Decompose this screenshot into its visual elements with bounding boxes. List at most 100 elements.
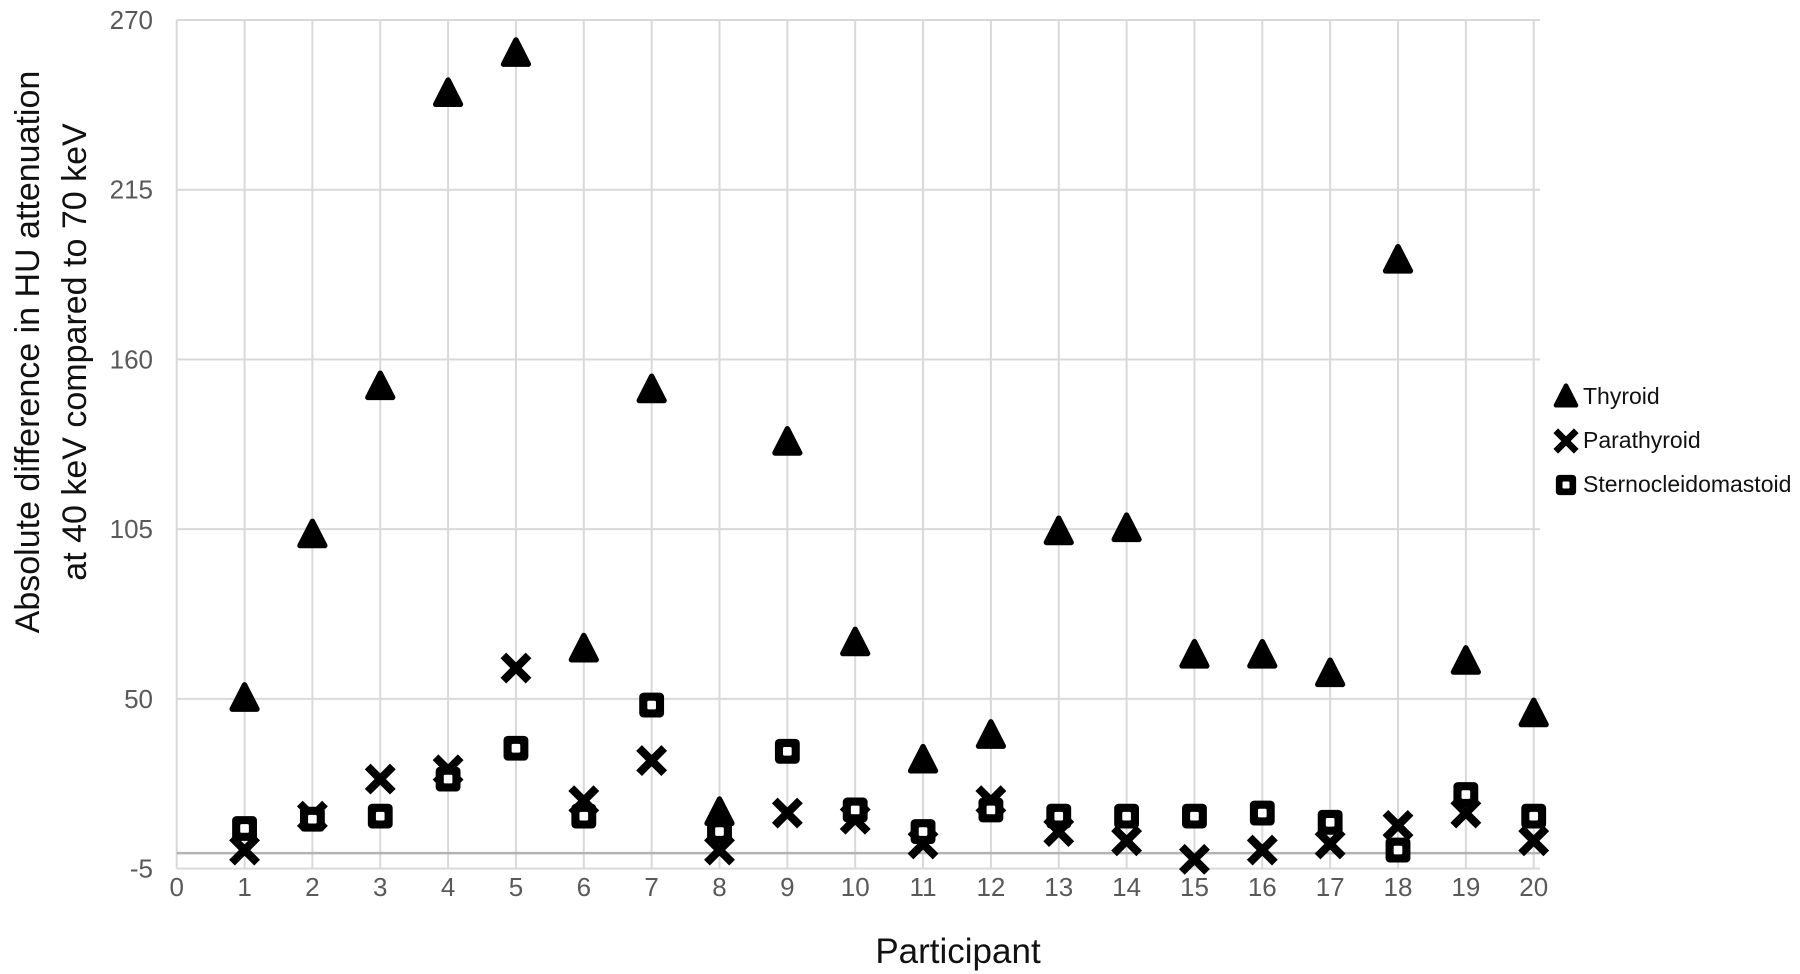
x-glyph [1553, 428, 1579, 454]
marker-sternocleidomastoid-p17 [1317, 809, 1343, 835]
x-tick-label: 12 [976, 872, 1005, 902]
x-tick-label: 19 [1451, 872, 1480, 902]
triangle-glyph [975, 719, 1007, 749]
square-hole [579, 811, 589, 821]
y-axis-title: Absolute difference in HU attenuation at… [0, 0, 107, 802]
x-tick-label: 2 [305, 872, 319, 902]
square-hole [511, 743, 521, 753]
triangle-glyph [1518, 697, 1549, 728]
triangle-glyph [1382, 243, 1414, 274]
triangle-glyph [1043, 515, 1074, 546]
square-hole [1562, 481, 1570, 489]
x-glyph [636, 745, 668, 777]
triangle-glyph [636, 373, 667, 404]
marker-thyroid-p6 [568, 632, 599, 663]
x-glyph [1111, 825, 1143, 857]
x-glyph [229, 834, 260, 866]
square-icon [1555, 474, 1577, 496]
marker-thyroid-p2 [297, 518, 328, 549]
y-tick-label: 215 [110, 175, 153, 205]
y-axis-title-line1: Absolute difference in HU attenuation [9, 70, 47, 634]
square-hole [918, 827, 928, 836]
y-tick-label: -5 [130, 854, 153, 884]
triangle-glyph [229, 682, 260, 712]
triangle-glyph [500, 37, 532, 67]
marker-thyroid-p16 [1247, 638, 1278, 669]
y-tick-label: 50 [124, 684, 153, 714]
marker-sternocleidomastoid-p12 [978, 797, 1004, 823]
marker-parathyroid-p17 [1314, 828, 1346, 860]
marker-sternocleidomastoid-p5 [503, 735, 529, 761]
legend-item-sternocleidomastoid: Sternocleidomastoid [1552, 469, 1791, 499]
x-tick-label: 16 [1248, 872, 1277, 902]
x-tick-label: 8 [712, 872, 726, 902]
y-tick-label: 160 [110, 344, 153, 374]
marker-parathyroid-p7 [636, 745, 668, 777]
triangle-glyph [1450, 645, 1481, 675]
triangle-glyph [1179, 638, 1210, 669]
marker-sternocleidomastoid-p19 [1453, 782, 1479, 807]
x-tick-label: 5 [509, 872, 523, 902]
marker-thyroid-p11 [907, 743, 939, 774]
x-tick-label: 7 [644, 872, 658, 902]
triangle-icon [1553, 383, 1579, 408]
square-hole [1122, 811, 1131, 821]
x-tick-label: 17 [1316, 872, 1345, 902]
marker-sternocleidomastoid-p14 [1114, 803, 1140, 829]
x-glyph [1518, 825, 1550, 857]
x-tick-label: 4 [441, 872, 455, 902]
x-glyph [1246, 834, 1278, 866]
square-hole [1325, 817, 1335, 827]
square-hole [1461, 790, 1471, 799]
x-tick-label: 1 [237, 872, 251, 902]
x-glyph [364, 763, 396, 795]
square-hole [783, 747, 792, 756]
marker-thyroid-p10 [840, 626, 871, 657]
x-glyph [1382, 809, 1414, 841]
x-tick-label: 15 [1180, 872, 1209, 902]
x-glyph [1314, 828, 1346, 860]
square-hole [850, 805, 860, 815]
square-hole [443, 774, 453, 784]
marker-parathyroid-p18 [1382, 809, 1414, 841]
marker-parathyroid-p9 [771, 797, 803, 829]
marker-parathyroid-p16 [1246, 834, 1278, 866]
square-hole [1054, 811, 1064, 821]
x-tick-label: 14 [1112, 872, 1141, 902]
legend-marker-sternocleidomastoid [1555, 474, 1577, 496]
marker-sternocleidomastoid-p4 [435, 766, 461, 792]
triangle-glyph [1247, 638, 1278, 669]
marker-thyroid-p20 [1518, 697, 1549, 728]
square-hole [715, 827, 724, 836]
marker-sternocleidomastoid-p10 [842, 797, 868, 823]
marker-sternocleidomastoid-p15 [1182, 803, 1207, 829]
marker-sternocleidomastoid-p1 [232, 816, 257, 841]
legend-label: Parathyroid [1583, 426, 1701, 453]
marker-thyroid-p9 [772, 426, 803, 456]
marker-thyroid-p18 [1382, 243, 1414, 274]
x-glyph [1179, 843, 1210, 875]
marker-parathyroid-p1 [229, 834, 260, 866]
x-tick-label: 10 [841, 872, 870, 902]
x-glyph [500, 652, 532, 684]
marker-sternocleidomastoid-p16 [1249, 800, 1275, 826]
square-hole [1393, 845, 1403, 855]
marker-thyroid-p15 [1179, 638, 1210, 669]
marker-thyroid-p3 [365, 370, 396, 401]
y-tick-label: 270 [110, 5, 153, 35]
triangle-glyph [772, 426, 803, 456]
x-glyph [771, 797, 803, 829]
marker-sternocleidomastoid-p11 [910, 819, 936, 844]
square-hole [308, 814, 317, 824]
marker-parathyroid-p14 [1111, 825, 1143, 857]
marker-thyroid-p4 [432, 77, 464, 108]
x-tick-label: 0 [169, 872, 183, 902]
triangle-glyph [432, 77, 464, 108]
marker-sternocleidomastoid-p3 [367, 803, 393, 829]
legend-label: Thyroid [1583, 382, 1660, 409]
square-hole [1190, 811, 1199, 821]
marker-thyroid-p7 [636, 373, 667, 404]
marker-parathyroid-p15 [1179, 843, 1210, 875]
